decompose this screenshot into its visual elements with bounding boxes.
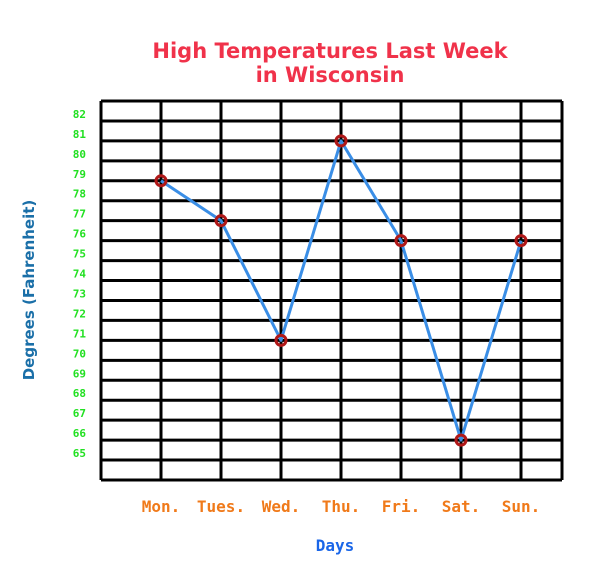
data-point-marker	[514, 234, 528, 248]
y-axis-ticks: 65 66 67 68 69 70 71 72 73 74 75 76 77 78 79 80 81 82	[73, 108, 87, 460]
y-tick-label: 78	[73, 188, 86, 201]
y-tick-label: 77	[73, 208, 86, 221]
y-tick-label: 71	[73, 327, 87, 340]
y-tick-label: 70	[73, 347, 86, 360]
data-point-marker	[154, 174, 168, 188]
data-point-marker	[454, 433, 468, 447]
x-tick-label: Sun.	[502, 497, 541, 516]
y-tick-label: 68	[73, 387, 86, 400]
data-point-marker	[214, 214, 228, 228]
chart-title-line-1: High Temperatures Last Week	[152, 39, 508, 63]
x-tick-label: Tues.	[197, 497, 245, 516]
y-tick-label: 76	[73, 228, 87, 241]
x-tick-label: Thu.	[322, 497, 361, 516]
y-tick-label: 66	[73, 427, 87, 440]
y-tick-label: 67	[73, 407, 86, 420]
x-tick-label: Wed.	[262, 497, 301, 516]
y-tick-label: 74	[73, 268, 87, 281]
chart-title-line-2: in Wisconsin	[256, 63, 405, 87]
chart-grid	[99, 99, 564, 482]
x-axis-label: Days	[316, 536, 355, 555]
y-tick-label: 72	[73, 307, 86, 320]
y-tick-label: 79	[73, 168, 86, 181]
x-tick-label: Sat.	[442, 497, 481, 516]
x-axis-ticks: Mon. Tues. Wed. Thu. Fri. Sat. Sun.	[142, 497, 541, 516]
y-tick-label: 75	[73, 248, 86, 261]
y-tick-label: 65	[73, 447, 86, 460]
y-tick-label: 80	[73, 148, 86, 161]
data-point-marker	[274, 333, 288, 347]
temperature-series	[154, 134, 528, 447]
y-tick-label: 73	[73, 287, 86, 300]
series-line	[160, 139, 523, 442]
y-tick-label: 69	[73, 367, 86, 380]
x-tick-label: Fri.	[382, 497, 421, 516]
y-axis-label: Degrees (Fahrenheit)	[20, 200, 38, 381]
data-point-marker	[334, 134, 348, 148]
data-point-marker	[394, 234, 408, 248]
y-tick-label: 81	[73, 128, 87, 141]
y-tick-label: 82	[73, 108, 86, 121]
x-tick-label: Mon.	[142, 497, 181, 516]
